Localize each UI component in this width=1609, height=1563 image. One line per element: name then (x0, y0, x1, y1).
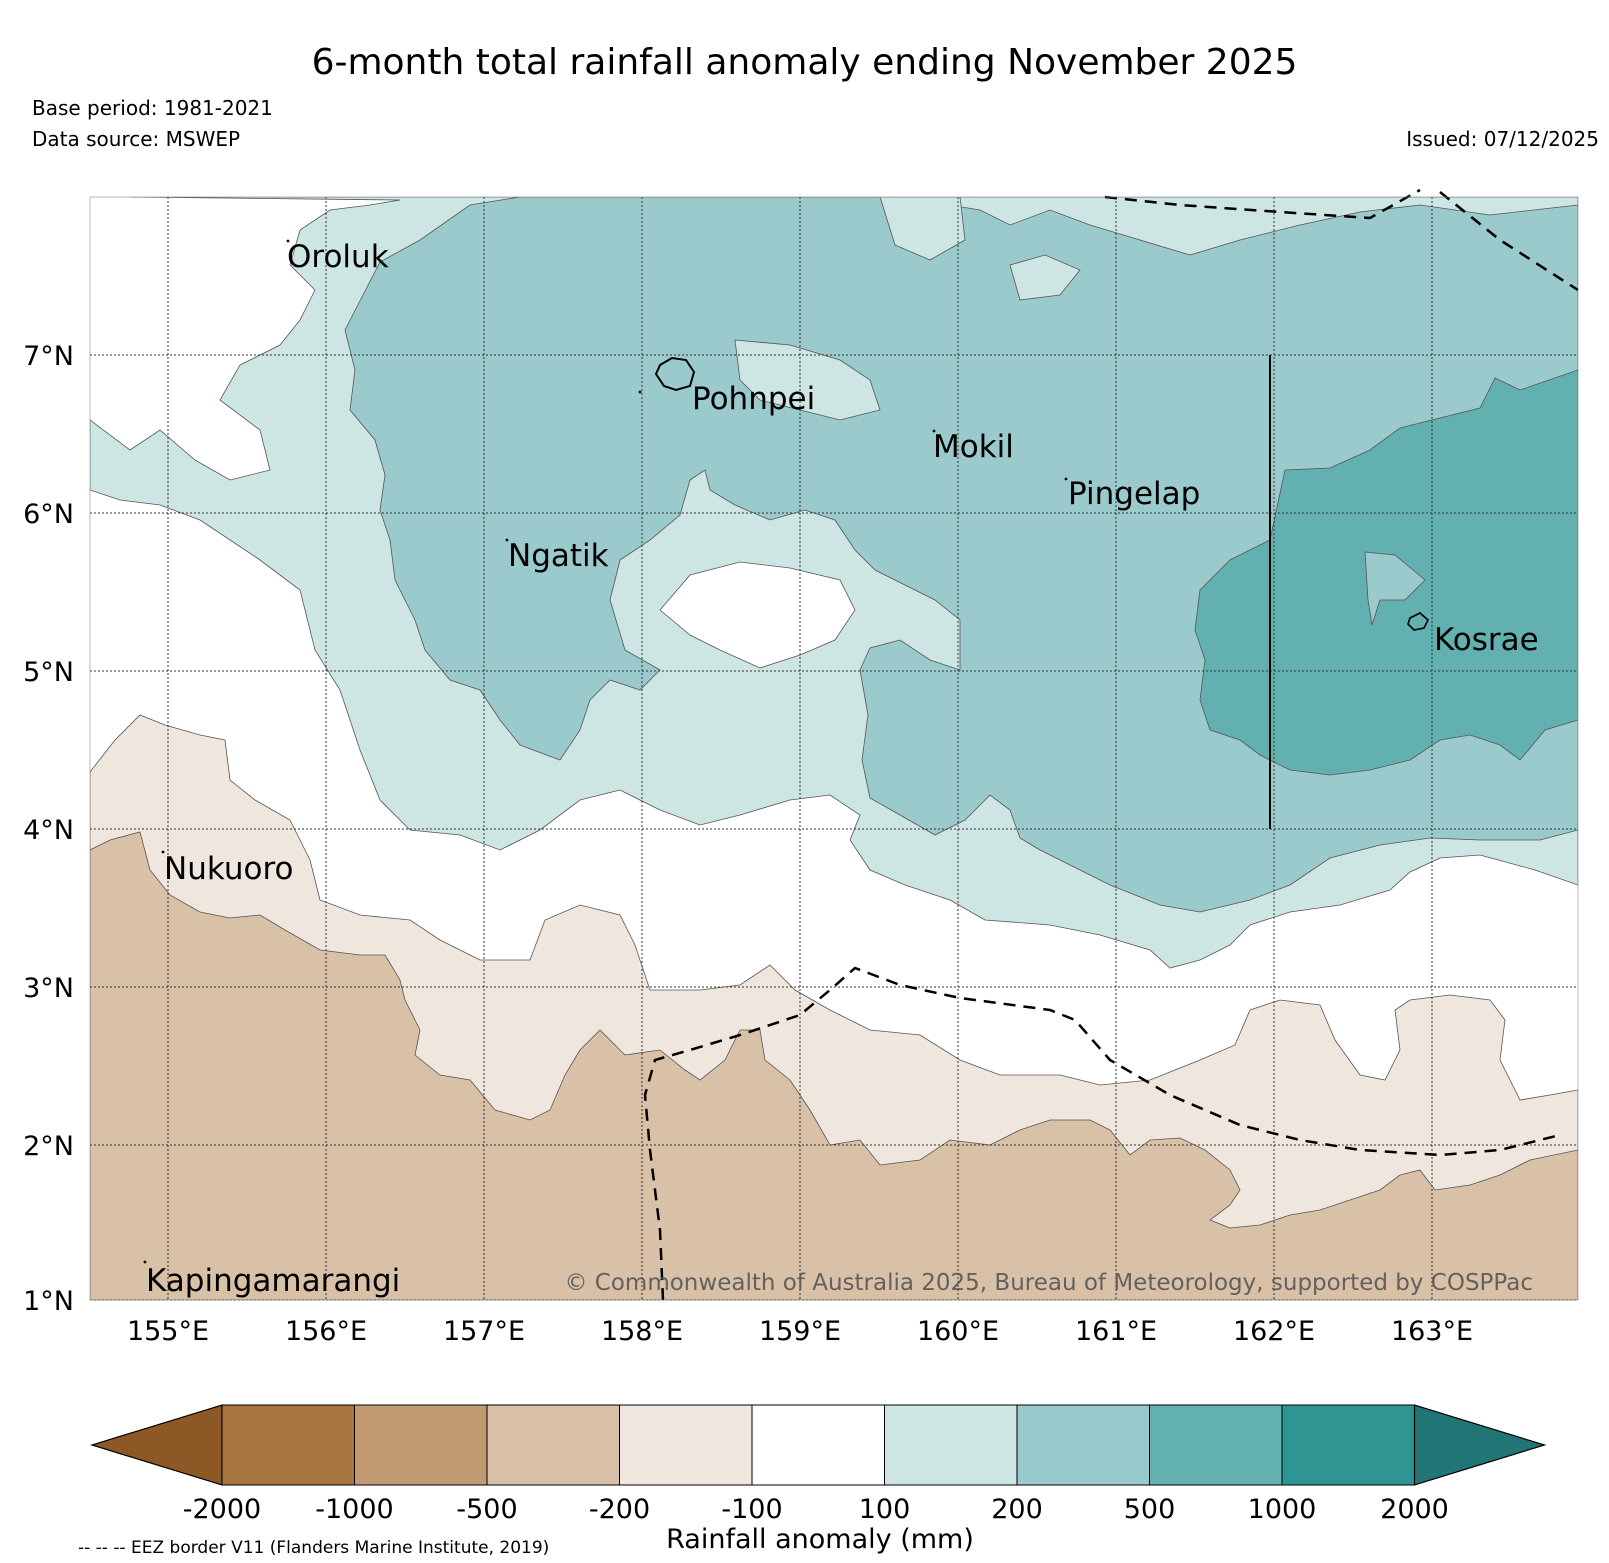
colorbar-segment (619, 1404, 753, 1486)
lat-label: 1°N (23, 1286, 74, 1317)
lat-label: 4°N (23, 815, 74, 846)
colorbar: -2000 -1000 -500 -200 -100 100 200 500 1000 2000 (89, 1404, 1547, 1525)
colorbar-tick-label: -200 (589, 1494, 650, 1525)
colorbar-tick-label: -500 (456, 1494, 517, 1525)
colorbar-tick-label: 2000 (1380, 1494, 1449, 1525)
colorbar-label: Rainfall anomaly (mm) (666, 1524, 974, 1555)
place-label-kapingamarangi: Kapingamarangi (146, 1263, 400, 1299)
colorbar-tick-label: -2000 (183, 1494, 261, 1525)
copyright-notice: © Commonwealth of Australia 2025, Bureau… (564, 1270, 1533, 1296)
map-frame (89, 196, 1579, 1301)
lon-label: 162°E (1233, 1316, 1315, 1347)
pohnpei-island (654, 356, 696, 392)
wet-light-patch (734, 339, 881, 421)
colorbar-extend-max (1413, 1404, 1547, 1486)
lon-label: 158°E (601, 1316, 683, 1347)
eez-legend-note: -- -- -- EEZ border V11 (Flanders Marine… (78, 1538, 549, 1558)
map-title: 6-month total rainfall anomaly ending No… (311, 42, 1298, 83)
colorbar-segment (221, 1404, 355, 1486)
lat-label: 6°N (23, 499, 74, 530)
eez-border (643, 188, 1579, 1301)
colorbar-tick-label: -1000 (315, 1494, 393, 1525)
place-label-ngatik: Ngatik (508, 538, 609, 574)
place-label-nukuoro: Nukuoro (164, 851, 293, 887)
colorbar-extend-min (89, 1404, 223, 1486)
colorbar-segment (884, 1404, 1018, 1486)
lon-label: 155°E (127, 1316, 209, 1347)
colorbar-segment (1281, 1404, 1415, 1486)
lat-label: 2°N (23, 1131, 74, 1162)
dry-region (90, 831, 1578, 1300)
lon-label: 160°E (917, 1316, 999, 1347)
place-label-pingelap: Pingelap (1068, 476, 1200, 512)
lon-label: 159°E (759, 1316, 841, 1347)
place-label-oroluk: Oroluk (287, 239, 389, 275)
colorbar-segment (751, 1404, 885, 1486)
latitude-labels: 7°N 6°N 5°N 4°N 3°N 2°N 1°N (23, 341, 74, 1317)
base-period: Base period: 1981-2021 (32, 96, 273, 120)
lon-label: 156°E (285, 1316, 367, 1347)
data-source: Data source: MSWEP (32, 127, 241, 151)
issued-date: Issued: 07/12/2025 (1406, 127, 1599, 151)
colorbar-tick-label: 500 (1124, 1494, 1176, 1525)
lon-label: 163°E (1391, 1316, 1473, 1347)
colorbar-tick-label: -100 (721, 1494, 782, 1525)
anomaly-field (90, 197, 1578, 1300)
wet-light-patch (1009, 254, 1081, 301)
lat-label: 3°N (23, 973, 74, 1004)
colorbar-tick-label: 100 (859, 1494, 911, 1525)
place-label-pohnpei: Pohnpei (692, 381, 815, 417)
colorbar-segment (486, 1404, 620, 1486)
colorbar-segment (1016, 1404, 1150, 1486)
place-label-mokil: Mokil (933, 429, 1014, 465)
colorbar-segment (354, 1404, 488, 1486)
colorbar-tick-label: 1000 (1248, 1494, 1317, 1525)
lat-label: 7°N (23, 341, 74, 372)
longitude-labels: 155°E 156°E 157°E 158°E 159°E 160°E 161°… (127, 1316, 1473, 1347)
colorbar-tick-label: 200 (991, 1494, 1043, 1525)
colorbar-segment (1149, 1404, 1283, 1486)
wet-mid-patch (1364, 551, 1426, 626)
atoll-markers (143, 239, 1068, 1264)
lon-label: 157°E (443, 1316, 525, 1347)
wet-light-patch (879, 197, 966, 261)
lon-label: 161°E (1075, 1316, 1157, 1347)
neutral-hole (659, 561, 856, 669)
kosrae-island (1407, 612, 1429, 631)
place-label-kosrae: Kosrae (1434, 622, 1539, 658)
lat-label: 5°N (23, 657, 74, 688)
